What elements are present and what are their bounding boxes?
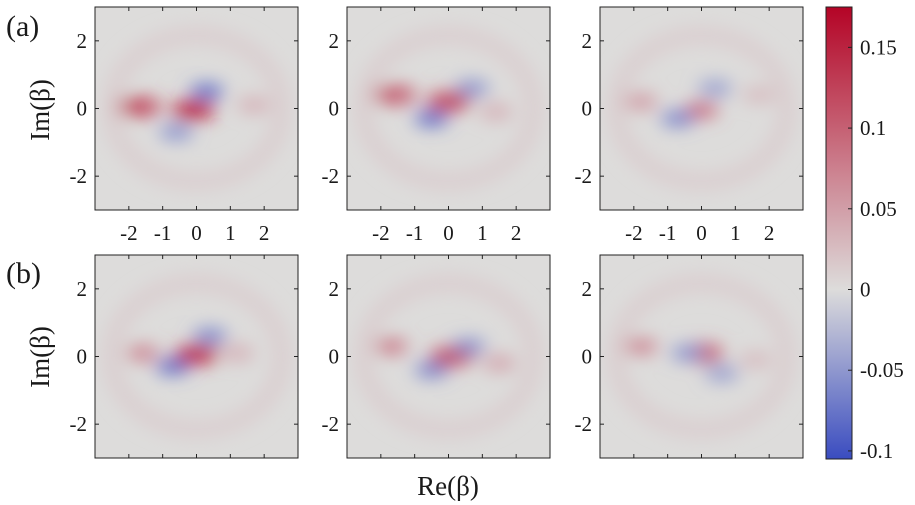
heatmap-blob [482, 356, 517, 371]
heatmap-blob [742, 87, 777, 102]
x-tick-label: 1 [477, 221, 488, 245]
heatmap-blob [684, 103, 719, 118]
panel-label-b: (b) [6, 257, 41, 290]
y-tick-label: 0 [329, 97, 340, 121]
heatmap-panel-b-3: 2 0 -2 [575, 254, 804, 459]
heatmap-blob [670, 346, 705, 361]
heatmap-blob [174, 345, 219, 364]
heatmap-blob [660, 111, 695, 126]
ripple-ring [355, 275, 542, 438]
x-tick-label: 0 [696, 221, 707, 245]
heatmap-blob [193, 329, 228, 344]
heatmap-panel-b-2: 2 0 -2 [322, 254, 551, 459]
x-tick-label: -1 [406, 221, 424, 245]
y-tick-label: 2 [329, 277, 340, 301]
y-tick-label: -2 [322, 412, 340, 436]
y-tick-label: 0 [77, 97, 88, 121]
heatmap-panel-a-1: 20-2-2 -1 0 1 2 [70, 6, 299, 245]
x-tick-label: 0 [191, 221, 202, 245]
heatmap-blob [426, 92, 471, 111]
y-tick-label: 0 [582, 345, 593, 369]
x-tick-label: -2 [372, 221, 390, 245]
x-tick-label: -1 [154, 221, 172, 245]
heatmap-blob [171, 101, 216, 120]
heatmap-blob [125, 346, 160, 361]
heatmap-blob [455, 81, 490, 96]
heatmap-panel-b-1: 2 0 -2 [70, 254, 299, 459]
heatmap-blob [372, 85, 417, 104]
heatmap-panel-a-3: 20-2-2 -1 0 1 2 [575, 6, 804, 245]
ripple-ring [608, 27, 795, 190]
colorbar-tick-label: 0.15 [860, 35, 897, 59]
y-tick-label: 2 [582, 277, 593, 301]
x-tick-label: -1 [659, 221, 677, 245]
y-tick-label: 0 [77, 345, 88, 369]
heatmap-blob [698, 81, 733, 96]
heatmap-blob [116, 97, 161, 116]
y-tick-label: -2 [575, 412, 593, 436]
heatmap-panels: 20-2-2 -1 0 1 220-2-2 -1 0 1 220-2-2 -1 0 1 220-220-… [70, 6, 804, 459]
colorbar-tick-label: -0.1 [860, 439, 893, 463]
colorbar-gradient [825, 6, 853, 460]
panel-label-a: (a) [6, 10, 39, 43]
heatmap-panel-a-2: 20-2-2 -1 0 1 2 [322, 6, 551, 245]
y-tick-label: 2 [329, 29, 340, 53]
x-tick-label: 0 [443, 221, 454, 245]
y-tick-label: 2 [77, 29, 88, 53]
colorbar-tick-label: -0.05 [860, 358, 904, 382]
heatmap-blob [451, 339, 486, 354]
heatmap-blob [623, 339, 658, 354]
colorbar-tick-label: 0 [860, 278, 871, 302]
y-tick-label: 2 [582, 29, 593, 53]
ripple-ring [355, 27, 542, 190]
colorbar-tick-label: 0.05 [860, 197, 897, 221]
x-axis-label: Re(β) [417, 471, 479, 501]
y-tick-label: -2 [70, 164, 88, 188]
x-tick-label: 1 [730, 221, 741, 245]
y-tick-label: 0 [582, 97, 593, 121]
y-tick-label: -2 [70, 412, 88, 436]
x-tick-label: 1 [225, 221, 236, 245]
heatmap-blob [738, 352, 773, 367]
y-tick-label: -2 [575, 164, 593, 188]
heatmap-blob [478, 104, 513, 119]
ripple-ring [608, 275, 795, 438]
heatmap-blob [704, 366, 739, 381]
x-tick-label: 2 [259, 221, 270, 245]
x-tick-label: -2 [625, 221, 643, 245]
x-tick-label: -2 [120, 221, 138, 245]
colorbar-tick-label: 0.1 [860, 116, 886, 140]
heatmap-blob [414, 363, 449, 378]
heatmap-blob [414, 111, 449, 126]
ripple-ring [103, 27, 290, 190]
y-tick-label: 2 [77, 277, 88, 301]
x-tick-label: 2 [511, 221, 522, 245]
heatmap-blob [237, 98, 272, 113]
heatmap-blob [159, 125, 194, 140]
y-tick-label: 0 [329, 345, 340, 369]
heatmap-blob [189, 84, 224, 99]
y-axis-label-top: Im(β) [25, 79, 55, 141]
ripple-ring [103, 275, 290, 438]
heatmap-blob [623, 94, 658, 109]
heatmap-blob [373, 339, 408, 354]
heatmap-blob [220, 346, 255, 361]
x-tick-label: 2 [764, 221, 775, 245]
heatmap-blob [155, 359, 190, 374]
y-tick-label: -2 [322, 164, 340, 188]
colorbar: 0.15 0.1 0.05 0 -0.05 -0.1 [825, 6, 904, 463]
y-axis-label-bottom: Im(β) [25, 326, 55, 388]
